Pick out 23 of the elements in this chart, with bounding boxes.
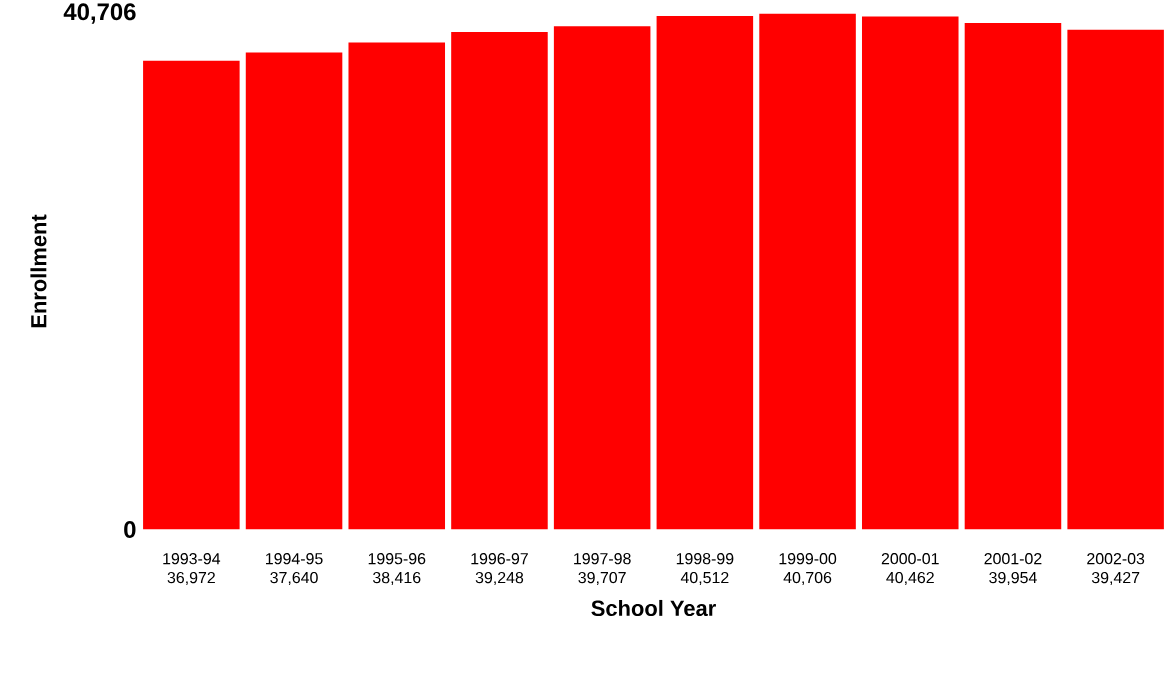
data-label: 40,512 (680, 572, 729, 586)
data-label: 38,416 (372, 572, 421, 586)
data-label: 36,972 (167, 572, 215, 586)
data-label: 39,248 (475, 572, 524, 586)
x-tick-label: 1994-95 (266, 553, 323, 565)
data-label: 39,707 (578, 572, 626, 586)
x-tick-label: 2002-03 (1087, 553, 1145, 565)
data-label: 39,954 (989, 572, 1037, 586)
y-tick-label: 0 (124, 521, 136, 539)
x-tick-label: 1998-99 (676, 553, 734, 565)
x-tick-label: 1993-94 (163, 553, 221, 565)
data-label: 37,640 (270, 572, 318, 586)
x-tick-label: 2000-01 (881, 553, 939, 565)
data-label: 40,706 (783, 572, 832, 586)
data-label: 39,427 (1091, 572, 1140, 586)
x-axis-title: School Year (591, 600, 716, 617)
y-axis-title: Enrollment (30, 214, 47, 328)
x-tick-label: 1999-00 (779, 553, 837, 565)
x-tick-label: 1995-96 (368, 553, 426, 565)
x-tick-label: 1997-98 (574, 553, 631, 565)
x-tick-label: 1996-97 (471, 553, 528, 565)
data-label: 40,462 (886, 572, 934, 586)
x-tick-label: 2001-02 (984, 553, 1042, 565)
